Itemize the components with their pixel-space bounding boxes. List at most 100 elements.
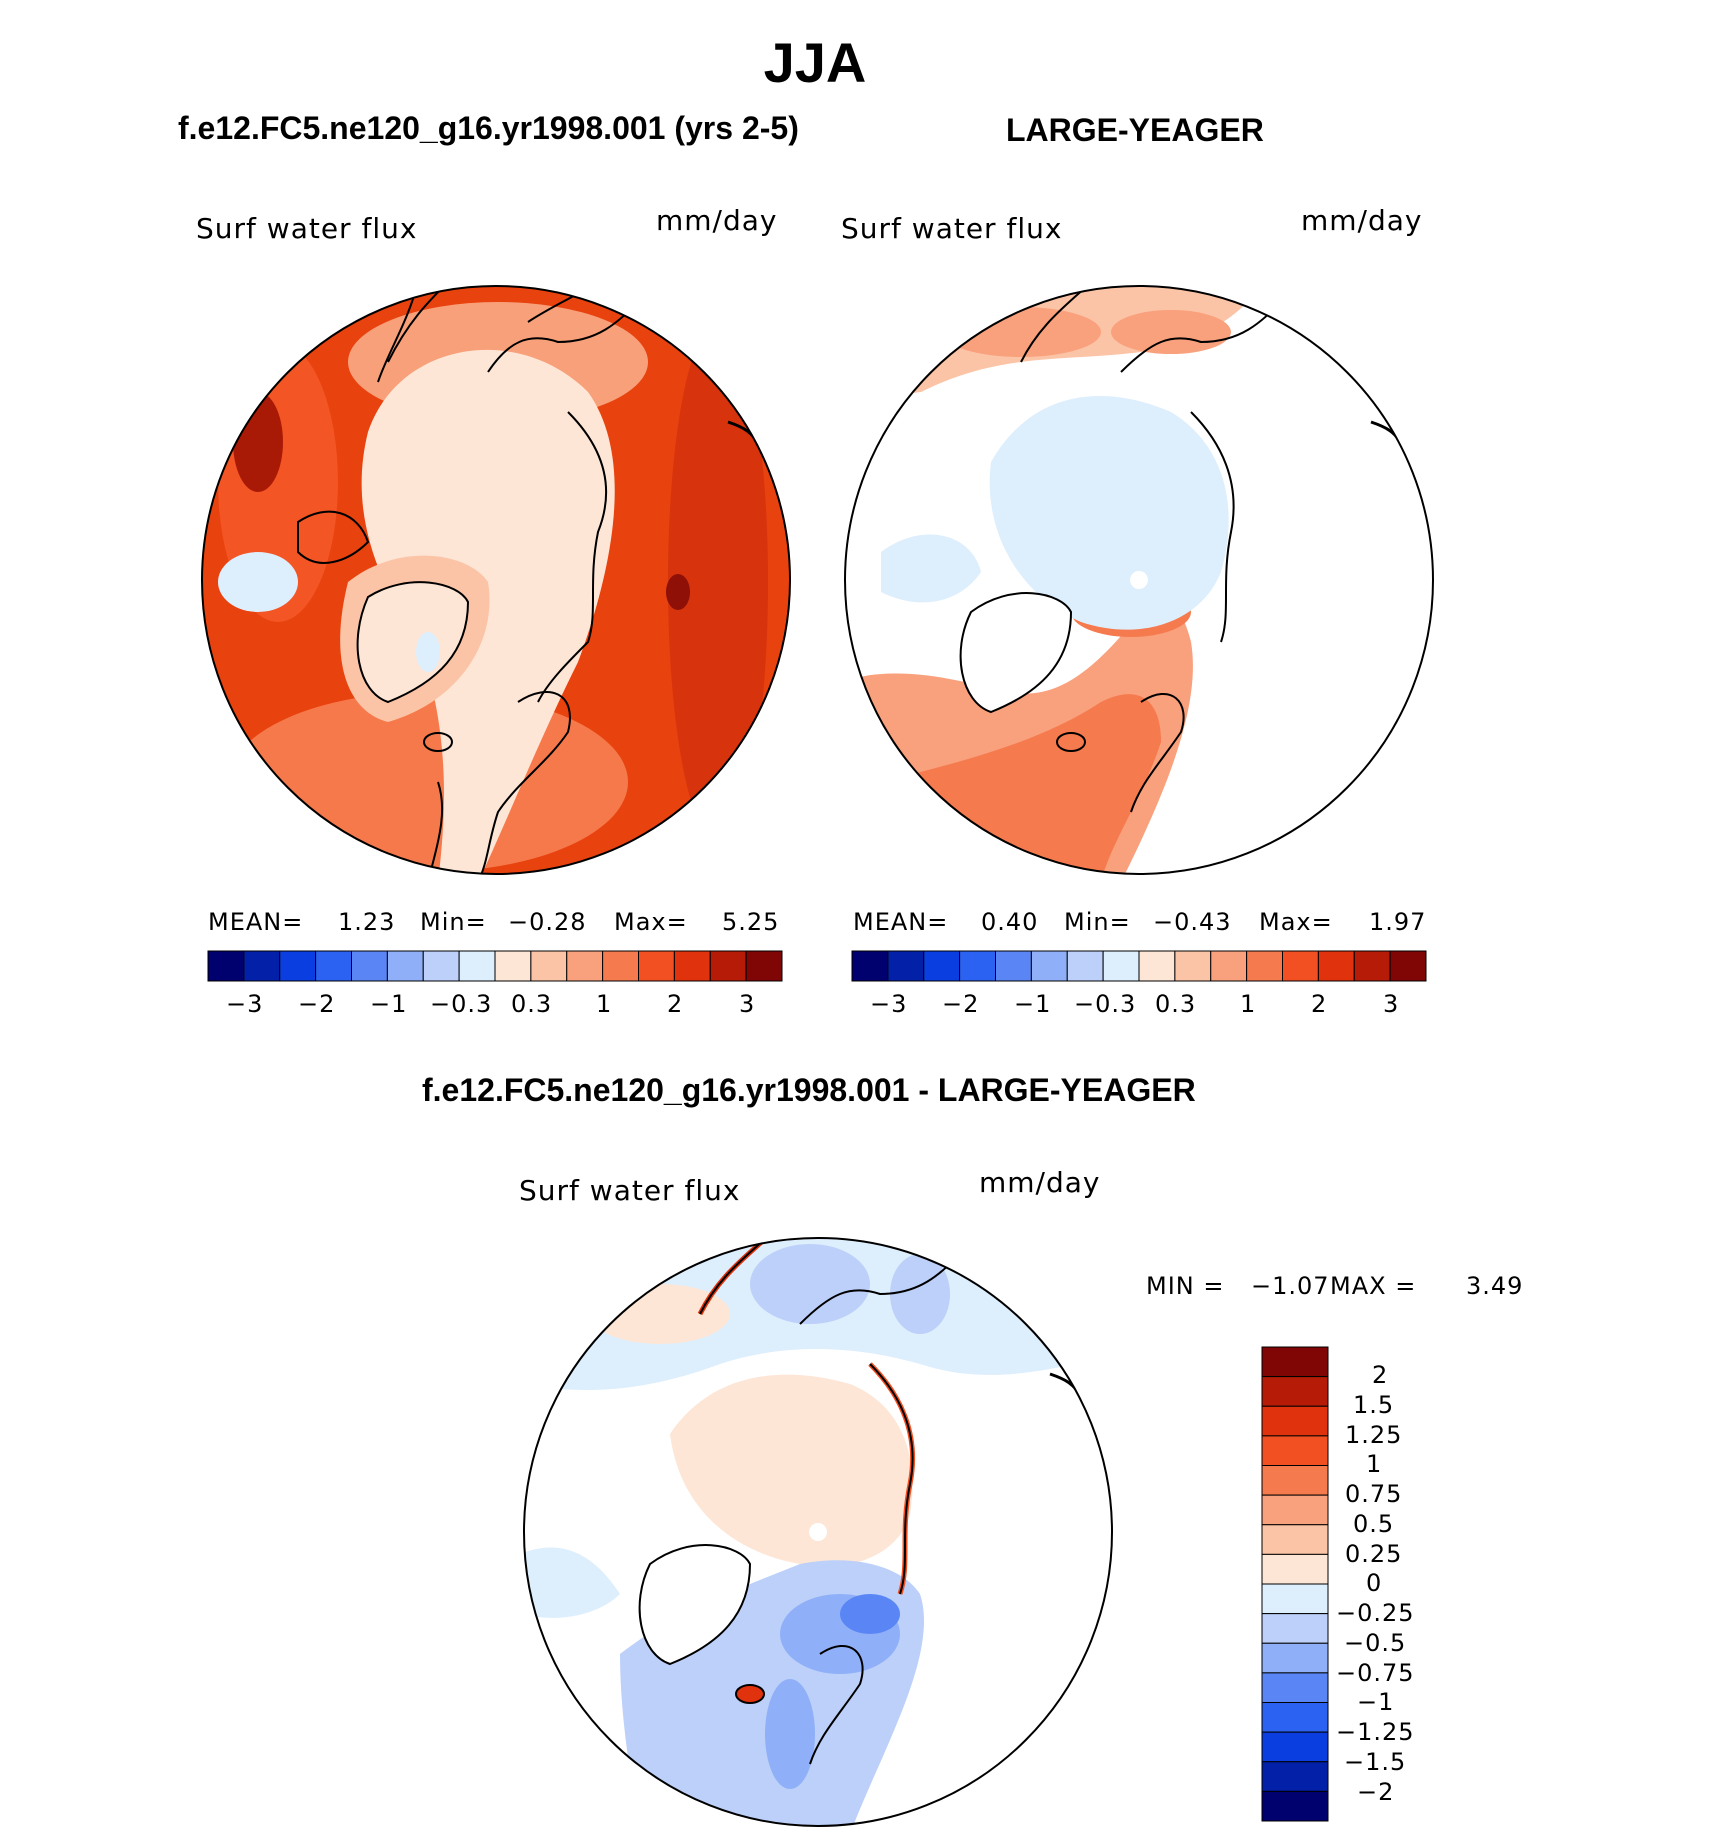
colorbar-3-tick: 0.25 xyxy=(1345,1540,1403,1568)
colorbar-swatch xyxy=(351,950,388,982)
panel-3-units: mm/day xyxy=(979,1166,1101,1199)
map-3-region xyxy=(840,1594,900,1634)
panel-1-mean-label: MEAN= xyxy=(208,908,304,936)
colorbar-swatch xyxy=(1030,950,1068,982)
colorbar-3-tick: 0.5 xyxy=(1353,1510,1395,1538)
map-2-coastline xyxy=(1120,301,1282,373)
colorbar-swatch xyxy=(673,950,711,982)
colorbar-swatch xyxy=(1389,950,1427,982)
map-2-border xyxy=(844,285,1434,875)
colorbar-1-tick: 2 xyxy=(667,990,684,1018)
colorbar-swatch xyxy=(243,950,281,982)
colorbar-swatch xyxy=(1261,1761,1329,1792)
colorbar-swatch xyxy=(422,950,460,982)
map-3-coastline xyxy=(799,1253,961,1325)
map-2-region xyxy=(941,307,1101,357)
colorbar-swatch xyxy=(1261,1583,1329,1615)
panel-3-variable: Surf water flux xyxy=(519,1174,741,1207)
map-1-coastline xyxy=(537,411,607,703)
colorbar-swatch xyxy=(1261,1702,1329,1733)
colorbar-swatch xyxy=(1261,1642,1329,1674)
colorbar-1-tick: −2 xyxy=(298,990,336,1018)
colorbar-swatch xyxy=(1261,1731,1329,1763)
map-2-pole xyxy=(1130,571,1148,589)
panel-1-max-label: Max= xyxy=(614,908,688,936)
colorbar-2-tick: −2 xyxy=(942,990,980,1018)
map-3-pole xyxy=(809,1523,827,1541)
colorbar-2-tick: 2 xyxy=(1311,990,1328,1018)
colorbar-swatch xyxy=(1261,1613,1329,1644)
main-title: JJA xyxy=(763,31,867,94)
colorbar-swatch xyxy=(1210,950,1248,982)
colorbar-2-tick: −3 xyxy=(870,990,908,1018)
colorbar-swatch xyxy=(494,950,532,982)
colorbar-1-tick: −0.3 xyxy=(430,990,493,1018)
colorbar-swatch xyxy=(530,950,568,982)
colorbar-swatch xyxy=(1261,1376,1329,1407)
colorbar-2-tick: −1 xyxy=(1014,990,1052,1018)
panel-2-mean-label: MEAN= xyxy=(853,908,949,936)
map-1 xyxy=(201,285,791,875)
colorbar-3-tick: −1 xyxy=(1357,1688,1395,1716)
colorbar-3-tick: 1.5 xyxy=(1353,1391,1395,1419)
colorbar-1 xyxy=(207,950,783,982)
colorbar-swatch xyxy=(1261,1494,1329,1526)
colorbar-3-tick: −0.25 xyxy=(1336,1599,1415,1627)
map-3-border xyxy=(523,1237,1113,1827)
colorbar-swatch xyxy=(1261,1465,1329,1496)
panel-2-max-label: Max= xyxy=(1259,908,1333,936)
colorbar-swatch xyxy=(959,950,996,982)
colorbar-swatch xyxy=(1138,950,1176,982)
colorbar-3-tick: 1.25 xyxy=(1345,1421,1403,1449)
colorbar-1-tick: 1 xyxy=(596,990,613,1018)
map-1-region xyxy=(668,322,768,842)
panel-2-max-value: 1.97 xyxy=(1369,908,1427,936)
map-3-coastline xyxy=(809,1644,864,1765)
colorbar-swatch xyxy=(1282,950,1319,982)
panel-3-min-label: MIN = xyxy=(1146,1272,1225,1300)
map-1-region xyxy=(666,574,690,610)
map-3-greenland xyxy=(638,1544,752,1666)
colorbar-2-tick: 1 xyxy=(1240,990,1257,1018)
colorbar-2-tick: −0.3 xyxy=(1074,990,1137,1018)
colorbar-swatch xyxy=(923,950,961,982)
map-3-region xyxy=(524,1547,620,1618)
map-3-coastline xyxy=(869,1363,914,1595)
colorbar-3-tick: 2 xyxy=(1372,1361,1389,1389)
map-3 xyxy=(523,1237,1113,1827)
panel-2-variable: Surf water flux xyxy=(841,212,1063,245)
colorbar-2-tick: 3 xyxy=(1383,990,1400,1018)
map-1-coastline xyxy=(423,732,453,752)
panel-1-min-label: Min= xyxy=(420,908,487,936)
colorbar-3 xyxy=(1261,1346,1329,1822)
colorbar-swatch xyxy=(1174,950,1212,982)
colorbar-swatch xyxy=(709,950,747,982)
panel-2-units: mm/day xyxy=(1301,204,1423,237)
map-2-coastline xyxy=(1190,411,1235,643)
colorbar-3-tick: −0.5 xyxy=(1344,1629,1407,1657)
map-2-region xyxy=(1111,310,1231,354)
panel-1-title: f.e12.FC5.ne120_g16.yr1998.001 (yrs 2-5) xyxy=(178,110,799,146)
panel-1-variable: Surf water flux xyxy=(196,212,418,245)
colorbar-swatch xyxy=(1317,950,1355,982)
panel-1-mean-value: 1.23 xyxy=(338,908,396,936)
map-3-arctic-ocean xyxy=(670,1374,913,1567)
colorbar-3-tick: 0 xyxy=(1366,1569,1383,1597)
colorbar-swatch xyxy=(851,950,889,982)
panel-3-min-value: −1.07 xyxy=(1251,1272,1330,1300)
colorbar-swatch xyxy=(1353,950,1391,982)
map-1-coastline xyxy=(487,286,639,373)
colorbar-1-tick: 3 xyxy=(739,990,756,1018)
map-2-region xyxy=(881,534,981,603)
colorbar-3-tick: −2 xyxy=(1357,1778,1395,1806)
panel-1-min-value: −0.28 xyxy=(508,908,587,936)
colorbar-1-tick: −1 xyxy=(370,990,408,1018)
map-1-greenland xyxy=(357,582,468,702)
map-2-arctic-ocean xyxy=(989,396,1229,630)
map-1-coastline xyxy=(297,510,370,564)
map-1-coastline xyxy=(477,691,571,874)
colorbar-swatch xyxy=(1261,1405,1329,1437)
colorbar-2-tick: 0.3 xyxy=(1155,990,1197,1018)
colorbar-swatch xyxy=(638,950,675,982)
colorbar-swatch xyxy=(207,950,245,982)
